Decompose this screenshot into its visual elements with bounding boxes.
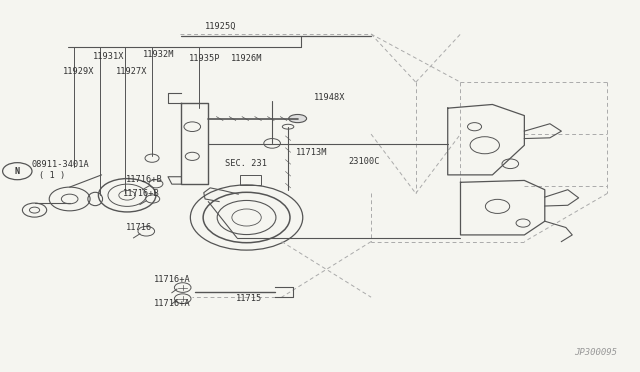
Text: 11926M: 11926M: [230, 54, 262, 62]
Text: N: N: [15, 167, 20, 176]
Text: 11929X: 11929X: [63, 67, 95, 76]
Text: 11716+A: 11716+A: [154, 275, 191, 284]
Ellipse shape: [289, 115, 307, 123]
Text: 11716+B: 11716+B: [126, 175, 163, 184]
Text: 11948X: 11948X: [314, 93, 345, 102]
Text: 11713M: 11713M: [296, 148, 327, 157]
Text: 11716: 11716: [126, 223, 152, 232]
Text: 11716+B: 11716+B: [124, 189, 160, 198]
Text: JP300095: JP300095: [574, 348, 617, 357]
Text: 08911-3401A: 08911-3401A: [31, 160, 89, 169]
Text: 11931X: 11931X: [93, 52, 125, 61]
Text: 11925Q: 11925Q: [205, 22, 237, 31]
Text: 11927X: 11927X: [116, 67, 147, 76]
Text: 11935P: 11935P: [189, 54, 221, 62]
Text: SEC. 231: SEC. 231: [225, 158, 268, 167]
Text: 11932M: 11932M: [143, 50, 174, 59]
Text: ( 1 ): ( 1 ): [39, 171, 65, 180]
Text: 11716+A: 11716+A: [154, 299, 191, 308]
Text: 11715: 11715: [236, 294, 262, 303]
Text: 23100C: 23100C: [349, 157, 380, 166]
